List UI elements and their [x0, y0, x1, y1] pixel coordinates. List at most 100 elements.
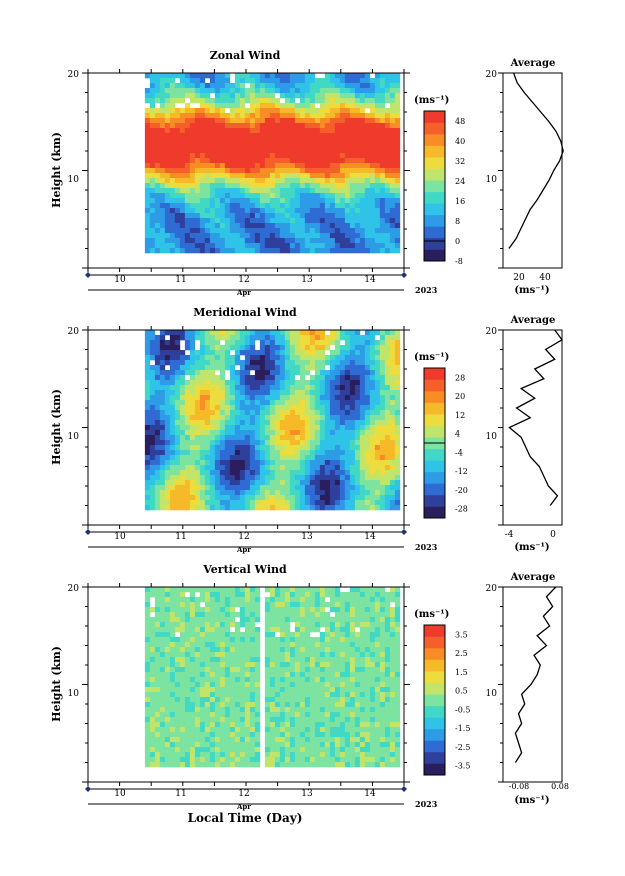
heatmap-cell: [234, 627, 241, 633]
heatmap-cell: [274, 627, 281, 633]
heatmap-cell: [179, 173, 186, 179]
heatmap-cell: [384, 113, 391, 119]
heatmap-cell: [219, 73, 226, 79]
heatmap-cell: [334, 218, 341, 224]
heatmap-cell: [219, 138, 226, 144]
heatmap-cell: [379, 627, 386, 633]
heatmap-cell: [219, 158, 226, 164]
heatmap-cell: [294, 597, 301, 603]
heatmap-cell: [209, 450, 216, 456]
heatmap-cell: [179, 143, 186, 149]
heatmap-cell: [344, 642, 351, 648]
heatmap-cell: [234, 118, 241, 124]
heatmap-cell: [264, 657, 271, 663]
heatmap-cell: [274, 400, 281, 406]
heatmap-cell: [144, 460, 151, 466]
heatmap-cell: [169, 505, 176, 511]
heatmap-cell: [214, 662, 221, 668]
heatmap-cell: [334, 627, 341, 633]
heatmap-cell: [204, 400, 211, 406]
heatmap-cell: [299, 405, 306, 411]
heatmap-cell: [344, 607, 351, 613]
heatmap-cell: [194, 602, 201, 608]
heatmap-cell: [354, 400, 361, 406]
heatmap-cell: [309, 335, 316, 341]
heatmap-cell: [259, 415, 266, 421]
heatmap-cell: [339, 243, 346, 249]
heatmap-cell: [179, 198, 186, 204]
heatmap-cell: [314, 435, 321, 441]
heatmap-cell: [164, 148, 171, 154]
heatmap-cell: [179, 500, 186, 506]
heatmap-cell: [354, 405, 361, 411]
heatmap-cell: [344, 113, 351, 119]
heatmap-cell: [394, 455, 401, 461]
heatmap-cell: [164, 450, 171, 456]
heatmap-cell: [329, 350, 336, 356]
heatmap-cell: [374, 642, 381, 648]
heatmap-cell: [349, 480, 356, 486]
heatmap-cell: [394, 450, 401, 456]
heatmap-cell: [379, 73, 386, 79]
heatmap-cell: [239, 430, 246, 436]
heatmap-cell: [209, 602, 216, 608]
heatmap-cell: [294, 103, 301, 109]
heatmap-cell: [264, 435, 271, 441]
heatmap-cell: [319, 465, 326, 471]
heatmap-cell: [279, 480, 286, 486]
heatmap-cell: [199, 470, 206, 476]
heatmap-cell: [149, 113, 156, 119]
heatmap-cell: [194, 365, 201, 371]
heatmap-cell: [184, 330, 191, 336]
heatmap-cell: [159, 243, 166, 249]
heatmap-cell: [314, 480, 321, 486]
heatmap-cell: [184, 365, 191, 371]
heatmap-cell: [219, 657, 226, 663]
heatmap-cell: [269, 702, 276, 708]
heatmap-cell: [189, 375, 196, 381]
heatmap-cell: [364, 607, 371, 613]
heatmap-cell: [389, 592, 396, 598]
heatmap-cell: [209, 238, 216, 244]
heatmap-cell: [389, 490, 396, 496]
heatmap-cell: [174, 390, 181, 396]
heatmap-cell: [164, 360, 171, 366]
heatmap-cell: [164, 198, 171, 204]
heatmap-cell: [329, 627, 336, 633]
heatmap-cell: [359, 173, 366, 179]
heatmap-cell: [184, 143, 191, 149]
heatmap-cell: [354, 587, 361, 593]
heatmap-cell: [259, 183, 266, 189]
heatmap-cell: [254, 350, 261, 356]
heatmap-cell: [299, 365, 306, 371]
heatmap-cell: [219, 425, 226, 431]
heatmap-cell: [199, 243, 206, 249]
heatmap-cell: [204, 460, 211, 466]
heatmap-cell: [329, 128, 336, 134]
heatmap-cell: [234, 198, 241, 204]
heatmap-cell: [349, 243, 356, 249]
heatmap-cell: [224, 692, 231, 698]
heatmap-cell: [284, 475, 291, 481]
heatmap-cell: [249, 158, 256, 164]
heatmap-cell: [269, 375, 276, 381]
heatmap-cell: [379, 340, 386, 346]
heatmap-cell: [199, 440, 206, 446]
heatmap-cell: [174, 118, 181, 124]
heatmap-cell: [339, 642, 346, 648]
heatmap-cell: [369, 435, 376, 441]
heatmap-cell: [219, 647, 226, 653]
heatmap-cell: [299, 470, 306, 476]
heatmap-cell: [284, 632, 291, 638]
heatmap-cell: [339, 460, 346, 466]
heatmap-cell: [224, 500, 231, 506]
heatmap-cell: [274, 183, 281, 189]
heatmap-cell: [254, 193, 261, 199]
heatmap-cell: [294, 365, 301, 371]
heatmap-cell: [184, 153, 191, 159]
heatmap-cell: [374, 622, 381, 628]
heatmap-cell: [394, 612, 401, 618]
heatmap-cell: [394, 118, 401, 124]
heatmap-cell: [394, 677, 401, 683]
heatmap-cell: [209, 223, 216, 229]
